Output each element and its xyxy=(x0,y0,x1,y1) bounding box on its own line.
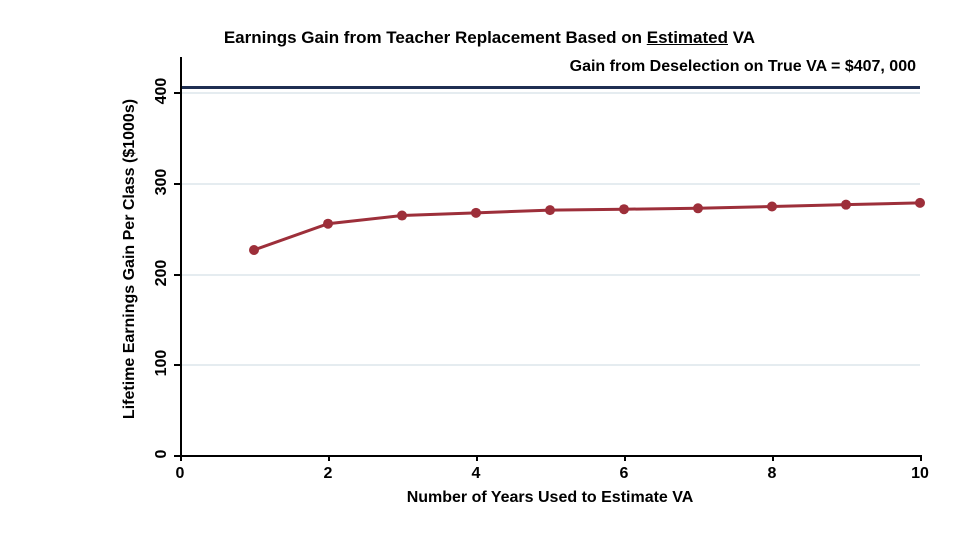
series-marker xyxy=(471,208,481,218)
title-suffix: VA xyxy=(728,28,755,47)
annotation-text: Gain from Deselection on True VA = $407,… xyxy=(176,58,916,76)
plot-area: 0100200300400 0246810 Gain from Deselect… xyxy=(180,65,920,455)
series-line xyxy=(254,203,920,250)
series-marker xyxy=(249,245,259,255)
chart-container: Earnings Gain from Teacher Replacement B… xyxy=(0,0,960,540)
x-tick-label: 8 xyxy=(752,465,792,483)
x-tick-label: 0 xyxy=(160,465,200,483)
y-tick-mark xyxy=(174,274,180,276)
series-marker xyxy=(619,204,629,214)
y-tick-label: 200 xyxy=(153,243,171,303)
x-tick-label: 10 xyxy=(900,465,940,483)
title-prefix: Earnings Gain from Teacher Replacement B… xyxy=(224,28,647,47)
x-tick-mark xyxy=(328,455,330,461)
series-marker xyxy=(545,205,555,215)
title-underlined: Estimated xyxy=(647,28,728,47)
x-tick-mark xyxy=(180,455,182,461)
y-tick-mark xyxy=(174,183,180,185)
x-tick-mark xyxy=(624,455,626,461)
series-marker xyxy=(323,219,333,229)
series-marker xyxy=(767,201,777,211)
y-tick-label: 400 xyxy=(153,61,171,121)
x-axis-title: Number of Years Used to Estimate VA xyxy=(180,489,920,507)
x-axis-line xyxy=(179,455,921,457)
x-tick-label: 2 xyxy=(308,465,348,483)
y-axis-title: Lifetime Earnings Gain Per Class ($1000s… xyxy=(121,64,139,454)
series-marker xyxy=(915,198,925,208)
y-tick-mark xyxy=(174,92,180,94)
x-tick-mark xyxy=(772,455,774,461)
y-tick-label: 300 xyxy=(153,152,171,212)
series-marker xyxy=(397,211,407,221)
y-axis-line xyxy=(180,57,182,455)
x-tick-mark xyxy=(920,455,922,461)
y-tick-label: 100 xyxy=(153,333,171,393)
series-marker xyxy=(841,200,851,210)
series-marker xyxy=(693,203,703,213)
x-tick-label: 4 xyxy=(456,465,496,483)
data-series xyxy=(180,65,920,455)
y-tick-mark xyxy=(174,364,180,366)
x-tick-label: 6 xyxy=(604,465,644,483)
x-tick-mark xyxy=(476,455,478,461)
